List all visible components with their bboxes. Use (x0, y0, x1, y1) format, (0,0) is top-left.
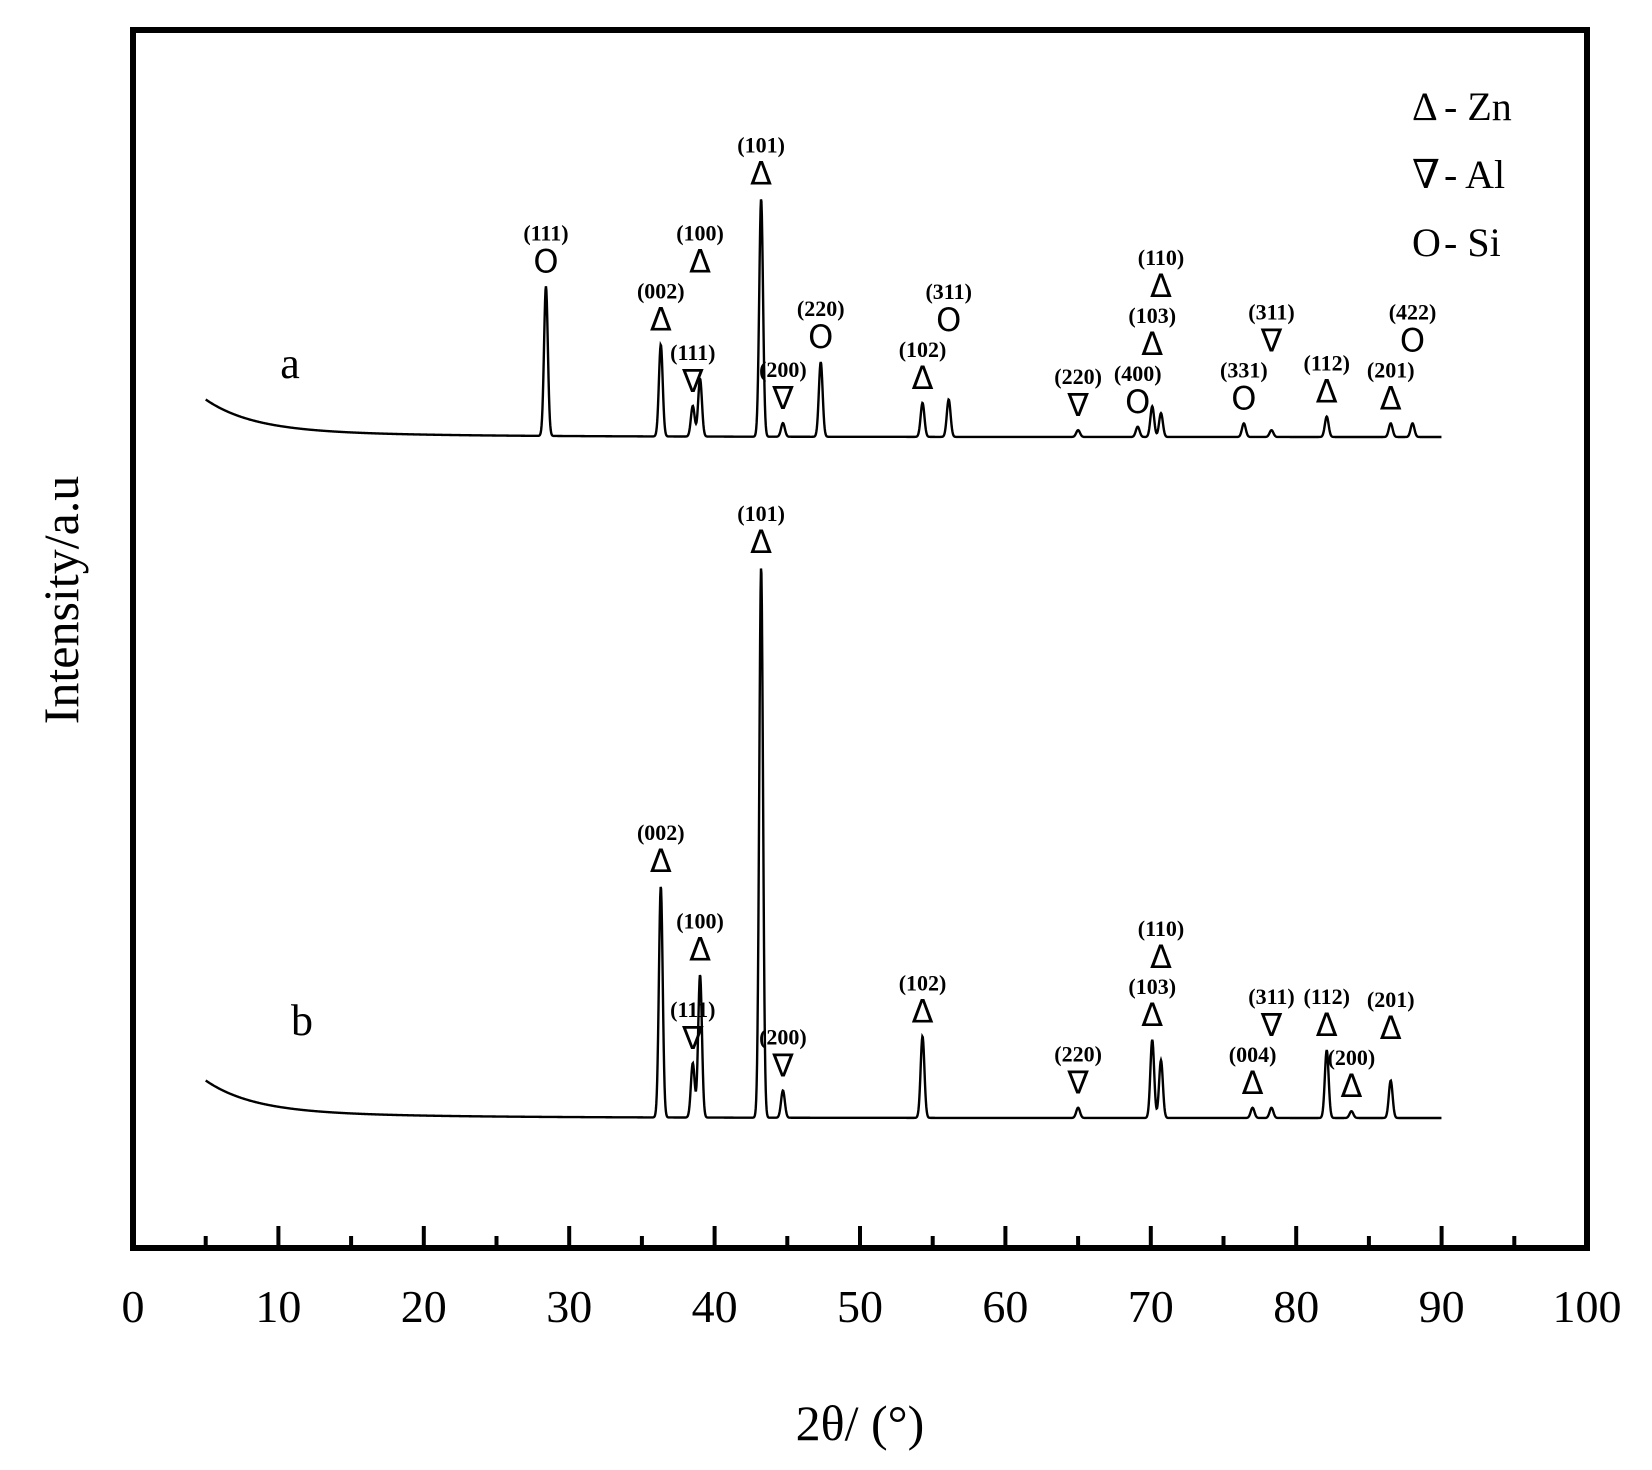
series-curves (205, 199, 1442, 1120)
peak-hkl-label: (422) (1389, 299, 1437, 324)
peak-symbol: Δ (689, 931, 711, 969)
peak-symbol: Δ (912, 359, 934, 397)
peak-symbol: Δ (1341, 1067, 1363, 1105)
peak-hkl-label: (200) (759, 357, 807, 382)
peak-hkl-label: (220) (1054, 1042, 1102, 1067)
peak-symbol: Δ (1150, 267, 1172, 305)
legend-symbol: O (1412, 220, 1441, 265)
x-tick-label: 60 (982, 1281, 1028, 1332)
peak-symbol: Δ (750, 155, 772, 193)
peak-hkl-label: (201) (1367, 987, 1415, 1012)
peak-hkl-label: (102) (899, 337, 947, 362)
x-tick-label: 20 (401, 1281, 447, 1332)
peak-symbol: Δ (912, 992, 934, 1030)
peak-hkl-label: (220) (1054, 364, 1102, 389)
peak-hkl-label: (311) (1248, 299, 1294, 324)
x-tick-label: 30 (546, 1281, 592, 1332)
peak-hkl-label: (111) (523, 220, 568, 245)
peak-hkl-label: (311) (925, 279, 971, 304)
peak-hkl-label: (100) (676, 909, 724, 934)
peak-hkl-label: (100) (676, 221, 724, 246)
x-axis-title: 2θ/ (°) (796, 1395, 925, 1451)
peak-symbol: Δ (1316, 1006, 1338, 1044)
peak-hkl-label: (331) (1220, 357, 1268, 382)
x-tick-label: 0 (122, 1281, 145, 1332)
legend-symbol: ∇ (1412, 152, 1440, 197)
peak-symbol: ∇ (1066, 386, 1089, 424)
peak-symbol: Δ (1141, 325, 1163, 363)
peak-hkl-label: (111) (670, 340, 715, 365)
peak-symbol: ∇ (771, 379, 794, 417)
x-ticks: 0 10 20 30 40 50 60 70 80 90 100 (122, 1226, 1622, 1332)
peak-symbol: O (1400, 321, 1425, 359)
peak-hkl-label: (201) (1367, 357, 1415, 382)
peak-hkl-label: (101) (737, 501, 785, 526)
peak-symbol: ∇ (1260, 1006, 1283, 1044)
peak-symbol: Δ (1380, 1009, 1402, 1047)
peak-symbol: Δ (1242, 1064, 1264, 1102)
series-a-line (205, 199, 1442, 439)
peak-symbol: O (533, 242, 558, 280)
peak-annotations: O(111)Δ(002)Δ(100)∇(111)Δ(101)∇(200)O(22… (523, 133, 1436, 1106)
peak-symbol: ∇ (681, 1019, 704, 1057)
peak-symbol: Δ (689, 243, 711, 281)
legend-label: - Al (1444, 152, 1505, 197)
x-tick-label: 10 (255, 1281, 301, 1332)
peak-hkl-label: (103) (1128, 974, 1176, 999)
peak-hkl-label: (112) (1304, 984, 1350, 1009)
x-tick-label: 90 (1419, 1281, 1465, 1332)
peak-symbol: ∇ (771, 1047, 794, 1085)
peak-hkl-label: (112) (1304, 351, 1350, 376)
peak-hkl-label: (002) (637, 279, 685, 304)
peak-hkl-label: (103) (1128, 303, 1176, 328)
peak-hkl-label: (110) (1138, 245, 1184, 270)
legend-label: - Si (1444, 220, 1501, 265)
peak-symbol: ∇ (1066, 1064, 1089, 1102)
peak-hkl-label: (002) (637, 820, 685, 845)
peak-symbol: Δ (1380, 379, 1402, 417)
series-label-a: a (280, 339, 300, 388)
peak-symbol: Δ (1316, 373, 1338, 411)
legend-symbol: Δ (1412, 84, 1438, 129)
peak-hkl-label: (110) (1138, 916, 1184, 941)
peak-hkl-label: (400) (1114, 361, 1162, 386)
x-tick-label: 100 (1553, 1281, 1622, 1332)
series-label-b: b (291, 996, 313, 1045)
peak-symbol: O (808, 318, 833, 356)
peak-symbol: Δ (1150, 938, 1172, 976)
peak-hkl-label: (200) (759, 1025, 807, 1050)
legend: Δ- Zn∇ - AlO - Si (1412, 84, 1512, 265)
peak-hkl-label: (004) (1229, 1042, 1277, 1067)
peak-symbol: O (1231, 379, 1256, 417)
peak-symbol: Δ (650, 301, 672, 339)
peak-symbol: Δ (750, 523, 772, 561)
peak-symbol: ∇ (1260, 321, 1283, 359)
x-tick-label: 70 (1128, 1281, 1174, 1332)
peak-symbol: O (1125, 383, 1150, 421)
legend-label: - Zn (1444, 84, 1512, 129)
peak-hkl-label: (111) (670, 997, 715, 1022)
peak-symbol: Δ (650, 842, 672, 880)
peak-symbol: ∇ (681, 362, 704, 400)
peak-hkl-label: (200) (1328, 1045, 1376, 1070)
series-b-line (205, 568, 1442, 1120)
peak-hkl-label: (311) (1248, 984, 1294, 1009)
x-tick-label: 40 (692, 1281, 738, 1332)
peak-hkl-label: (101) (737, 133, 785, 158)
peak-symbol: Δ (1141, 996, 1163, 1034)
x-tick-label: 50 (837, 1281, 883, 1332)
peak-hkl-label: (220) (797, 296, 845, 321)
peak-hkl-label: (102) (899, 970, 947, 995)
x-tick-label: 80 (1273, 1281, 1319, 1332)
peak-symbol: O (936, 301, 961, 339)
y-axis-title: Intensity/a.u (33, 476, 89, 725)
